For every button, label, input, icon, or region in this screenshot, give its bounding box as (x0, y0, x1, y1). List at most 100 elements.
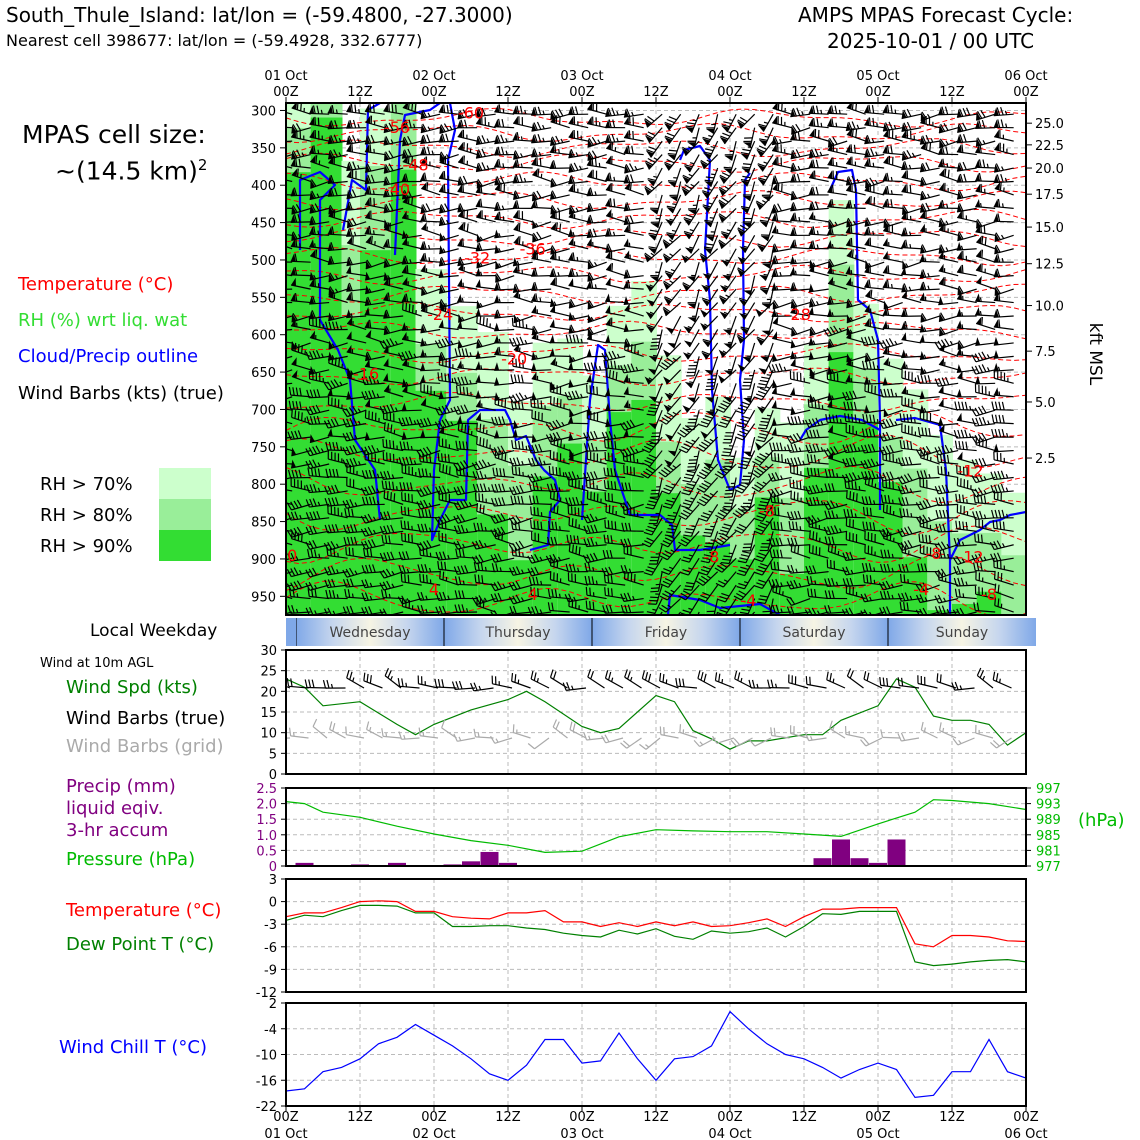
barb-flag (920, 223, 926, 233)
upper-wind-barb (901, 283, 922, 293)
upper-wind-barb (756, 140, 774, 158)
barb-flag (956, 388, 962, 397)
barb-full (664, 161, 673, 167)
barb-flag (975, 337, 981, 346)
upper-wind-barb (475, 135, 496, 146)
upper-wind-barb (605, 208, 626, 223)
barb-staff (286, 140, 293, 143)
barb-full (667, 152, 677, 155)
barb-staff (864, 153, 885, 158)
barb-full (646, 149, 655, 154)
barb-flag (975, 120, 981, 129)
upper-wind-barb (723, 154, 737, 174)
upper-wind-barb (420, 134, 441, 145)
barb-flag (827, 184, 833, 193)
barb-staff (327, 140, 348, 145)
barb-full (882, 339, 888, 348)
barb-full (666, 118, 675, 124)
upper-wind-barb (401, 119, 422, 129)
upper-wind-barb (587, 136, 607, 148)
upper-wind-barb (791, 123, 811, 135)
barb-staff (383, 127, 404, 134)
upper-wind-barb (919, 351, 940, 360)
upper-wind-barb (421, 222, 441, 236)
barb-half (277, 317, 279, 321)
barb-full (571, 106, 575, 115)
upper-wind-barb (938, 182, 959, 196)
barb-flag (420, 263, 426, 273)
barb-full (279, 400, 280, 408)
barb-half (908, 286, 912, 291)
barb-flag (682, 405, 690, 413)
barb-full (422, 109, 428, 118)
upper-wind-barb (993, 362, 1014, 372)
barb-flag (272, 432, 277, 440)
barb-full (445, 133, 449, 142)
upper-wind-barb (272, 119, 293, 129)
barb-full (922, 135, 927, 144)
barb-half (653, 157, 658, 161)
barb-full (796, 173, 801, 182)
barb-flag (706, 128, 715, 134)
barb-staff (646, 113, 663, 128)
barb-full (998, 414, 1002, 424)
barb-flag (623, 145, 629, 154)
barb-staff (920, 147, 940, 156)
barb-staff (771, 392, 792, 398)
barb-full (296, 168, 299, 177)
barb-full (301, 412, 303, 421)
upper-wind-barb (402, 135, 422, 147)
upper-wind-barb (920, 244, 940, 254)
barb-staff (740, 113, 756, 129)
barb-full (462, 109, 468, 117)
barb-full (498, 104, 501, 113)
barb-flag (827, 118, 833, 127)
upper-wind-barb (681, 140, 700, 157)
barb-full (668, 149, 678, 152)
barb-flag (531, 148, 537, 157)
barb-full (974, 407, 980, 416)
barb-full (516, 337, 521, 346)
upper-wind-barb (883, 155, 903, 169)
upper-wind-barb (513, 190, 533, 200)
barb-flag (882, 279, 888, 288)
barb-full (757, 163, 766, 167)
upper-wind-barb (772, 103, 792, 115)
upper-wind-barb (771, 175, 792, 185)
upper-wind-barb (938, 385, 959, 398)
barb-staff (827, 149, 848, 156)
barb-flag (938, 357, 945, 366)
barb-full (961, 144, 964, 153)
barb-flag (587, 103, 593, 111)
barb-staff (684, 181, 700, 197)
barb-full (517, 374, 521, 383)
upper-wind-barb (383, 103, 404, 115)
barb-full (980, 110, 986, 118)
barb-flag (644, 161, 653, 170)
upper-wind-barb (383, 122, 404, 134)
upper-wind-barb (901, 266, 922, 277)
barb-flag (272, 119, 277, 127)
barb-full (276, 186, 278, 194)
temperature-contour (286, 208, 1026, 230)
barb-full (392, 440, 395, 449)
upper-wind-barb (901, 227, 922, 237)
barb-full (872, 117, 875, 127)
upper-wind-barb (509, 336, 533, 347)
barb-full (466, 223, 469, 232)
upper-wind-barb (605, 172, 626, 183)
upper-wind-barb (901, 290, 922, 304)
barb-staff (772, 337, 792, 344)
barb-full (388, 150, 394, 158)
barb-full (611, 107, 616, 116)
barb-half (428, 257, 431, 262)
upper-wind-barb (938, 122, 959, 134)
barb-full (929, 142, 932, 152)
barb-full (414, 103, 417, 112)
barb-full (330, 135, 335, 144)
barb-staff (605, 215, 626, 223)
barb-staff (721, 194, 737, 210)
upper-wind-barb (882, 198, 903, 209)
barb-staff (957, 127, 977, 133)
upper-wind-barb (568, 311, 589, 321)
